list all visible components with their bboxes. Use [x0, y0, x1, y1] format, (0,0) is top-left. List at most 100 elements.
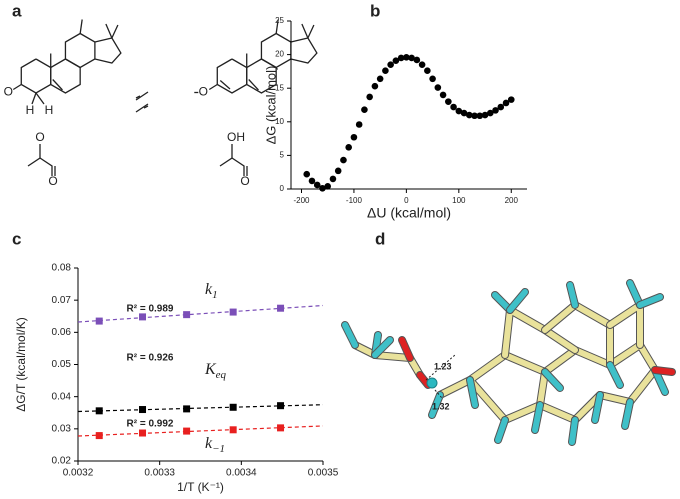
atom-label: O	[4, 85, 13, 99]
bond	[135, 91, 149, 101]
point	[445, 98, 452, 105]
point	[460, 109, 468, 117]
x-tick-label: -100	[346, 196, 363, 205]
y-tick-label: 20	[275, 50, 284, 59]
point	[455, 107, 463, 115]
atom-label: H	[26, 103, 35, 117]
point	[139, 429, 147, 437]
point	[397, 54, 405, 62]
point	[366, 93, 373, 101]
bond	[27, 144, 41, 167]
y-tick-label: 25	[275, 16, 284, 25]
fit-line	[77, 404, 324, 413]
point	[277, 424, 285, 432]
point	[471, 112, 478, 120]
fit-line	[77, 425, 324, 437]
panel-label: c	[12, 229, 21, 248]
point	[313, 181, 321, 189]
bond	[143, 105, 149, 109]
bond	[290, 37, 318, 64]
bond	[275, 19, 279, 34]
bond	[111, 24, 119, 39]
bond	[39, 157, 53, 176]
bond	[219, 144, 233, 167]
y-tick-label: 10	[275, 117, 284, 126]
point	[361, 106, 368, 114]
stick	[607, 362, 623, 388]
point	[439, 91, 447, 99]
x-tick-label: 0.0035	[308, 468, 339, 479]
bond	[94, 37, 122, 64]
point	[277, 304, 285, 312]
point	[382, 67, 389, 75]
point	[450, 103, 457, 111]
point	[413, 56, 421, 64]
fit-line	[77, 304, 324, 323]
point	[183, 427, 191, 435]
point	[340, 156, 347, 164]
x-axis-label: ΔU (kcal/mol)	[367, 205, 451, 221]
bond	[105, 23, 113, 39]
point	[476, 112, 484, 120]
y-tick-label: 0.07	[52, 295, 72, 306]
point	[319, 185, 326, 192]
y-tick-label: 5	[280, 151, 285, 160]
panel-label: a	[12, 1, 22, 20]
stick	[567, 282, 578, 308]
point	[324, 183, 332, 190]
distance-label: 1.32	[432, 401, 450, 411]
atom-label: O	[240, 174, 249, 188]
bond	[231, 157, 245, 176]
point	[183, 311, 191, 319]
stick	[532, 402, 543, 433]
point	[429, 75, 436, 83]
atom-label: O	[199, 85, 208, 99]
molecular-model: 1.23 1.32	[341, 279, 676, 446]
proton	[426, 377, 438, 389]
x-tick-label: 100	[452, 196, 466, 205]
annotation: R² = 0.992	[127, 419, 174, 430]
stick	[352, 342, 423, 378]
stick	[467, 377, 478, 408]
point	[95, 432, 103, 440]
stick	[627, 280, 643, 308]
point	[434, 84, 442, 91]
point	[350, 133, 358, 141]
stick	[372, 337, 393, 358]
point	[95, 317, 103, 325]
stick	[399, 337, 413, 361]
legend-label: Keq	[204, 361, 227, 381]
bond	[12, 83, 22, 91]
point	[424, 67, 431, 75]
point	[507, 96, 515, 103]
bond	[50, 58, 81, 94]
point	[334, 167, 342, 175]
point	[466, 111, 473, 119]
stick	[542, 369, 563, 391]
y-tick-label: 0.03	[52, 423, 72, 434]
bond	[301, 23, 309, 39]
point	[502, 99, 510, 107]
x-tick-label: 0.0032	[63, 468, 94, 479]
stick	[592, 392, 603, 423]
legend-label: k−1	[205, 435, 225, 455]
y-tick-label: 0.02	[52, 456, 72, 467]
point	[408, 54, 415, 62]
point	[403, 53, 410, 61]
point	[387, 61, 394, 68]
stick	[437, 377, 473, 398]
y-axis-label: ΔG (kcal/mol)	[263, 66, 278, 145]
bond	[307, 24, 315, 39]
point	[229, 403, 237, 411]
x-tick-label: 0.0033	[144, 468, 175, 479]
h-bond	[434, 389, 443, 399]
bond	[79, 19, 83, 34]
stick	[507, 289, 528, 313]
bond	[135, 103, 149, 113]
point	[277, 402, 285, 410]
point	[371, 82, 379, 90]
bond	[52, 79, 63, 91]
point	[486, 109, 494, 117]
